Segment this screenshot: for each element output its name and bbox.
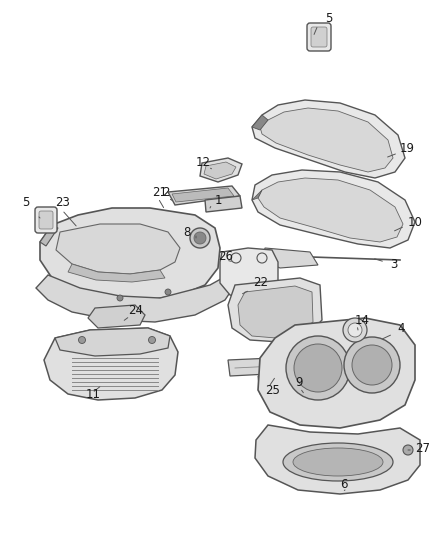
Polygon shape — [252, 170, 415, 248]
Text: 9: 9 — [295, 376, 303, 390]
Text: 24: 24 — [128, 303, 143, 317]
Text: 3: 3 — [390, 257, 397, 271]
FancyBboxPatch shape — [311, 27, 327, 47]
Polygon shape — [36, 275, 235, 322]
Text: 6: 6 — [340, 478, 347, 490]
Circle shape — [352, 345, 392, 385]
FancyBboxPatch shape — [39, 211, 53, 229]
Text: 10: 10 — [408, 215, 423, 229]
Text: 25: 25 — [265, 384, 280, 397]
Polygon shape — [228, 355, 345, 376]
Circle shape — [344, 337, 400, 393]
Text: 21: 21 — [152, 185, 167, 198]
Text: 2: 2 — [162, 187, 170, 199]
FancyBboxPatch shape — [307, 23, 331, 51]
Circle shape — [165, 289, 171, 295]
Polygon shape — [200, 158, 242, 182]
Text: 22: 22 — [253, 276, 268, 288]
Polygon shape — [252, 115, 268, 130]
Text: 4: 4 — [397, 321, 405, 335]
Circle shape — [148, 336, 155, 343]
Circle shape — [78, 336, 85, 343]
Text: 8: 8 — [183, 225, 191, 238]
Ellipse shape — [293, 448, 383, 476]
Text: 27: 27 — [415, 441, 430, 455]
Polygon shape — [204, 162, 236, 179]
Polygon shape — [258, 318, 415, 428]
Circle shape — [286, 336, 350, 400]
Text: 11: 11 — [86, 389, 101, 401]
Text: 23: 23 — [55, 196, 70, 208]
Text: 14: 14 — [355, 313, 370, 327]
Circle shape — [348, 323, 362, 337]
Polygon shape — [168, 186, 240, 205]
Circle shape — [403, 445, 413, 455]
Text: 5: 5 — [325, 12, 332, 25]
Polygon shape — [56, 224, 180, 274]
Ellipse shape — [283, 443, 393, 481]
Circle shape — [343, 318, 367, 342]
Polygon shape — [205, 196, 242, 212]
Text: 19: 19 — [400, 141, 415, 155]
Text: 5: 5 — [22, 196, 29, 208]
Polygon shape — [220, 248, 278, 300]
Circle shape — [294, 344, 342, 392]
Polygon shape — [172, 188, 234, 202]
Polygon shape — [258, 178, 403, 242]
Polygon shape — [262, 248, 318, 268]
Polygon shape — [40, 225, 58, 246]
Circle shape — [194, 232, 206, 244]
Polygon shape — [228, 278, 322, 342]
Polygon shape — [68, 264, 165, 282]
Polygon shape — [252, 100, 405, 178]
Text: 12: 12 — [196, 156, 211, 168]
Polygon shape — [260, 108, 393, 172]
Text: 1: 1 — [215, 193, 223, 206]
Polygon shape — [88, 305, 145, 328]
Polygon shape — [238, 286, 313, 338]
Polygon shape — [252, 190, 262, 200]
FancyBboxPatch shape — [35, 207, 57, 233]
Text: 26: 26 — [218, 249, 233, 262]
Circle shape — [117, 295, 123, 301]
Polygon shape — [44, 328, 178, 400]
Circle shape — [190, 228, 210, 248]
Polygon shape — [55, 328, 170, 356]
Polygon shape — [255, 425, 420, 494]
Polygon shape — [40, 208, 220, 300]
Polygon shape — [258, 372, 316, 394]
